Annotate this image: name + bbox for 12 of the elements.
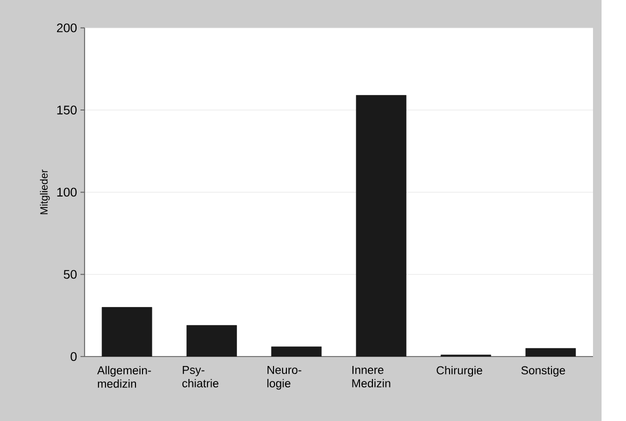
x-tick-label: Chirurgie — [436, 366, 482, 377]
x-tick-label: Neuro- logie — [267, 366, 302, 390]
x-tick-label: Allgemein- medizin — [97, 366, 151, 388]
x-tick-label: Innere Medizin — [352, 366, 390, 388]
y-tick-label: 200 — [56, 23, 77, 32]
y-tick-label: 150 — [57, 106, 77, 114]
y-tick-label: 100 — [57, 188, 77, 197]
x-tick-label: Sonstige — [521, 366, 566, 377]
y-axis-title: Mitglieder — [40, 170, 50, 214]
y-tick-label: 0 — [70, 352, 77, 361]
y-tick-label: 50 — [64, 270, 77, 279]
x-tick-label: Psy- chiatrie — [182, 366, 218, 388]
